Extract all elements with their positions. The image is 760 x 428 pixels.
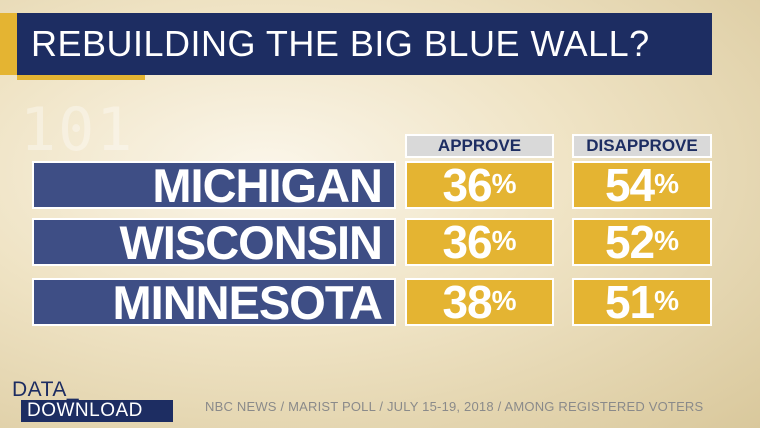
state-cell: MICHIGAN: [32, 159, 396, 212]
disapprove-value: 51: [604, 276, 655, 328]
title-underline: [17, 75, 145, 80]
state-name: WISCONSIN: [119, 215, 383, 269]
percent-sign: %: [491, 285, 517, 316]
background-digits: 101: [20, 95, 135, 165]
approve-value: 38: [442, 276, 492, 328]
percent-sign: %: [654, 285, 680, 316]
disapprove-value-cell: 54%: [572, 159, 712, 211]
logo-download-text: DOWNLOAD: [21, 400, 173, 422]
disapprove-value: 52: [604, 216, 655, 268]
percent-sign: %: [654, 225, 680, 256]
column-header-disapprove: DISAPPROVE: [572, 134, 712, 158]
state-cell: WISCONSIN: [32, 216, 396, 269]
disapprove-value-cell: 51%: [572, 276, 712, 328]
column-header-approve: APPROVE: [405, 134, 554, 158]
data-download-logo: DATA_ DOWNLOAD: [12, 378, 173, 422]
title-bar: REBUILDING THE BIG BLUE WALL?: [17, 13, 712, 75]
approve-value: 36: [442, 159, 492, 211]
approve-value-cell: 36%: [405, 216, 554, 268]
percent-sign: %: [491, 168, 517, 199]
state-name: MINNESOTA: [112, 275, 383, 329]
state-name: MICHIGAN: [152, 158, 383, 212]
table-row: WISCONSIN 36% 52%: [0, 216, 760, 270]
table-row: MINNESOTA 38% 51%: [0, 276, 760, 330]
approve-value-cell: 38%: [405, 276, 554, 328]
percent-sign: %: [654, 168, 680, 199]
logo-data-text: DATA_: [12, 378, 80, 401]
state-cell: MINNESOTA: [32, 276, 396, 329]
chart-title: REBUILDING THE BIG BLUE WALL?: [31, 23, 650, 64]
title-accent-bar: [0, 13, 17, 75]
table-row: MICHIGAN 36% 54%: [0, 159, 760, 213]
disapprove-value-cell: 52%: [572, 216, 712, 268]
disapprove-value: 54: [604, 159, 655, 211]
source-note: NBC NEWS / MARIST POLL / JULY 15-19, 201…: [205, 399, 704, 414]
percent-sign: %: [491, 225, 517, 256]
approve-value: 36: [442, 216, 492, 268]
approve-value-cell: 36%: [405, 159, 554, 211]
